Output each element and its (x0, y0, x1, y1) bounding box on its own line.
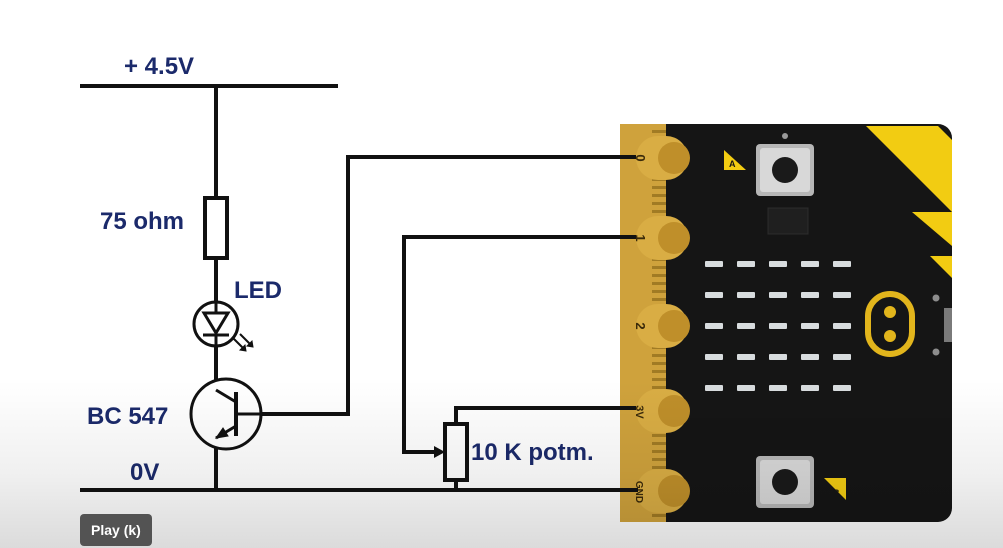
led-dot (705, 385, 723, 391)
led-dot (833, 323, 851, 329)
board-hole (932, 294, 940, 302)
touch-logo (865, 291, 915, 357)
led-dot (801, 354, 819, 360)
button-b-marker (824, 478, 846, 500)
connector-finger (652, 378, 666, 381)
board-chip (767, 207, 809, 235)
potentiometer-symbol (434, 422, 469, 482)
led-dot (769, 323, 787, 329)
connector-finger (652, 186, 666, 189)
connector-finger (652, 282, 666, 285)
connector-finger (652, 434, 666, 437)
led-dot (705, 323, 723, 329)
connector-finger (652, 274, 666, 277)
transistor-label: BC 547 (87, 403, 168, 430)
connector-finger (652, 354, 666, 357)
usb-connector (944, 308, 952, 342)
supply-label: + 4.5V (124, 53, 194, 80)
led-dot (737, 385, 755, 391)
led-dot (769, 385, 787, 391)
connector-finger (652, 194, 666, 197)
wire-3v-to-pot (454, 406, 636, 424)
connector-finger (652, 362, 666, 365)
pin-pad-0 (636, 136, 690, 180)
play-tooltip: Play (k) (80, 514, 152, 546)
led-dot (737, 354, 755, 360)
connector-finger (652, 210, 666, 213)
led-label: LED (234, 277, 282, 304)
led-symbol (192, 300, 254, 352)
connector-finger (652, 290, 666, 293)
pin-label-gnd: GND (633, 481, 644, 503)
led-dot (833, 261, 851, 267)
led-dot (737, 261, 755, 267)
board-hole (932, 348, 940, 356)
connector-finger (652, 450, 666, 453)
yellow-stripe-accent-small (930, 256, 952, 278)
led-dot (833, 292, 851, 298)
led-dot (769, 354, 787, 360)
wires (80, 84, 638, 492)
connector-finger (652, 130, 666, 133)
led-dot (833, 385, 851, 391)
led-matrix (705, 261, 851, 391)
led-dot (737, 323, 755, 329)
potentiometer-label: 10 K potm. (471, 439, 594, 466)
pin-pad-2 (636, 304, 690, 348)
resistor-symbol (203, 196, 229, 260)
button-b (756, 456, 814, 508)
button-a-label: A (729, 159, 736, 169)
pin-label-0: 0 (633, 154, 648, 161)
led-dot (769, 261, 787, 267)
pin-pad-gnd (636, 469, 690, 513)
connector-finger (652, 266, 666, 269)
pin-label-1: 1 (633, 234, 648, 241)
yellow-stripe-accent (912, 212, 952, 246)
connector-finger (652, 458, 666, 461)
connector-finger (652, 466, 666, 469)
led-dot (801, 292, 819, 298)
transistor-symbol (189, 377, 263, 451)
wire-pin1-to-wiper (402, 235, 636, 454)
led-dot (769, 292, 787, 298)
pin-pad-3v (636, 389, 690, 433)
connector-finger (652, 298, 666, 301)
connector-finger (652, 514, 666, 517)
pin-label-2: 2 (633, 322, 648, 329)
led-dot (737, 292, 755, 298)
ground-label: 0V (130, 459, 159, 486)
connector-finger (652, 370, 666, 373)
led-dot (801, 323, 819, 329)
connector-finger (652, 386, 666, 389)
resistor-label: 75 ohm (100, 208, 184, 235)
button-a-marker (724, 150, 746, 170)
led-dot (705, 261, 723, 267)
led-dot (705, 354, 723, 360)
led-dot (705, 292, 723, 298)
yellow-corner-accent (866, 126, 952, 212)
microbit-board: 0 1 2 3V GND A B (620, 124, 952, 522)
connector-finger (652, 442, 666, 445)
connector-finger (652, 202, 666, 205)
led-dot (801, 261, 819, 267)
wire-pin0-to-base (262, 155, 636, 416)
led-dot (833, 354, 851, 360)
led-dot (801, 385, 819, 391)
button-a (756, 133, 814, 196)
pin-pad-1 (636, 216, 690, 260)
button-b-label: B (833, 488, 840, 498)
